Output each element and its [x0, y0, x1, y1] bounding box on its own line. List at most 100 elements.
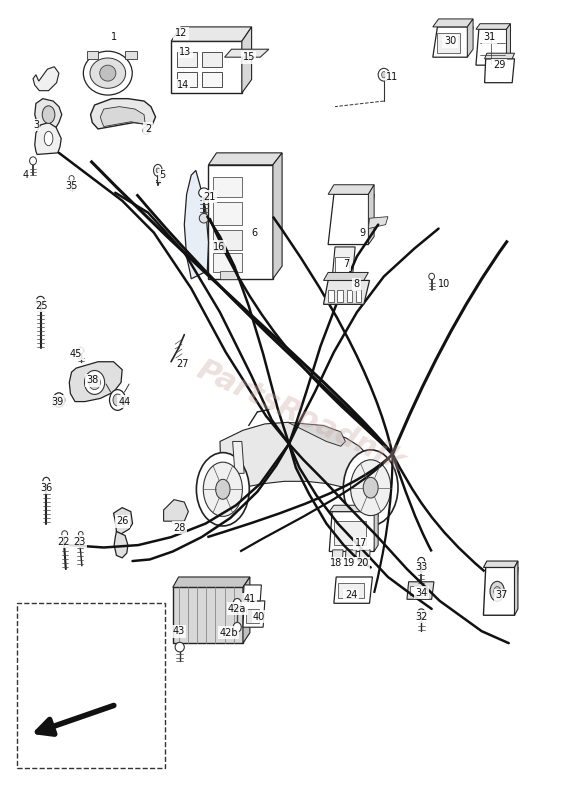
Ellipse shape — [89, 375, 101, 390]
Ellipse shape — [45, 131, 53, 146]
Ellipse shape — [53, 393, 65, 407]
Ellipse shape — [43, 478, 50, 486]
Bar — [355, 290, 361, 302]
Ellipse shape — [233, 598, 241, 608]
Bar — [202, 71, 222, 87]
Ellipse shape — [79, 531, 83, 536]
Ellipse shape — [56, 397, 62, 403]
Polygon shape — [433, 27, 473, 57]
Polygon shape — [232, 442, 244, 474]
Text: 42a: 42a — [228, 604, 246, 614]
Ellipse shape — [42, 106, 55, 123]
Ellipse shape — [109, 390, 125, 410]
Polygon shape — [220, 422, 375, 490]
Text: 29: 29 — [493, 60, 505, 70]
Text: 27: 27 — [176, 359, 189, 369]
Polygon shape — [506, 24, 510, 65]
Text: 38: 38 — [86, 375, 98, 385]
Bar — [177, 53, 197, 66]
Polygon shape — [329, 512, 378, 551]
Text: 19: 19 — [343, 558, 355, 569]
Text: 8: 8 — [354, 279, 360, 290]
Text: 5: 5 — [160, 170, 165, 180]
Bar — [213, 253, 242, 273]
Ellipse shape — [197, 453, 249, 526]
Polygon shape — [324, 273, 368, 281]
Bar — [213, 202, 242, 225]
Ellipse shape — [78, 347, 84, 354]
Ellipse shape — [199, 188, 209, 198]
Text: 26: 26 — [116, 516, 128, 526]
Text: 10: 10 — [438, 279, 450, 290]
Polygon shape — [407, 582, 434, 599]
Text: 9: 9 — [360, 227, 366, 238]
Ellipse shape — [36, 296, 45, 304]
Ellipse shape — [199, 214, 209, 223]
Text: 20: 20 — [357, 558, 369, 569]
Text: 28: 28 — [173, 522, 186, 533]
Text: 31: 31 — [483, 32, 495, 42]
Bar — [334, 521, 365, 545]
Polygon shape — [91, 98, 155, 129]
Polygon shape — [243, 577, 250, 643]
Text: 13: 13 — [179, 46, 191, 57]
Polygon shape — [324, 281, 369, 304]
Text: 3: 3 — [33, 120, 39, 130]
Polygon shape — [114, 531, 128, 558]
Polygon shape — [368, 185, 374, 245]
Ellipse shape — [417, 609, 425, 618]
Polygon shape — [329, 506, 378, 512]
Ellipse shape — [233, 622, 241, 632]
Polygon shape — [328, 185, 374, 194]
Bar — [438, 34, 461, 54]
Text: 35: 35 — [65, 182, 78, 191]
Bar — [328, 290, 334, 302]
Text: 14: 14 — [176, 80, 188, 90]
Polygon shape — [484, 54, 514, 58]
Bar — [338, 290, 343, 302]
Text: 15: 15 — [243, 52, 255, 62]
Text: 36: 36 — [40, 482, 53, 493]
Bar — [125, 51, 136, 58]
Bar — [246, 609, 258, 623]
Bar — [338, 583, 364, 598]
Bar — [17, 603, 165, 768]
Ellipse shape — [203, 462, 242, 516]
Bar — [347, 290, 352, 302]
Bar — [410, 586, 427, 595]
Text: 17: 17 — [355, 538, 367, 549]
Text: 42b: 42b — [219, 628, 238, 638]
Bar — [220, 271, 237, 279]
Text: 45: 45 — [70, 349, 82, 358]
Text: 23: 23 — [73, 537, 85, 547]
Ellipse shape — [175, 642, 184, 652]
Ellipse shape — [490, 582, 505, 602]
Polygon shape — [368, 217, 388, 229]
Polygon shape — [69, 362, 122, 402]
Bar — [177, 71, 197, 87]
Text: 44: 44 — [119, 397, 131, 406]
Ellipse shape — [381, 71, 386, 78]
Ellipse shape — [418, 558, 425, 565]
Ellipse shape — [69, 175, 74, 181]
Ellipse shape — [156, 168, 160, 173]
Text: 37: 37 — [496, 590, 508, 600]
Polygon shape — [35, 98, 62, 129]
Bar — [87, 51, 98, 58]
Polygon shape — [346, 550, 356, 559]
Polygon shape — [184, 170, 209, 279]
Ellipse shape — [350, 460, 391, 515]
Text: 41: 41 — [244, 594, 256, 604]
Ellipse shape — [90, 58, 125, 88]
Polygon shape — [476, 24, 510, 30]
Polygon shape — [332, 247, 355, 279]
Text: 16: 16 — [213, 242, 225, 252]
Ellipse shape — [143, 126, 150, 134]
Ellipse shape — [216, 479, 230, 499]
Text: 12: 12 — [175, 28, 187, 38]
Polygon shape — [171, 42, 242, 93]
Text: 18: 18 — [330, 558, 342, 569]
Polygon shape — [225, 50, 269, 57]
Polygon shape — [374, 506, 378, 551]
Polygon shape — [242, 27, 251, 93]
